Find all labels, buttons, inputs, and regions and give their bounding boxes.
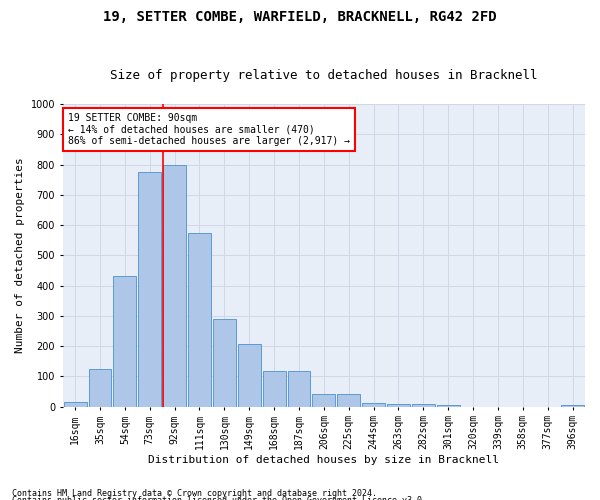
Bar — [238, 344, 260, 406]
Text: Contains HM Land Registry data © Crown copyright and database right 2024.: Contains HM Land Registry data © Crown c… — [12, 488, 377, 498]
Bar — [188, 232, 211, 406]
Text: 19, SETTER COMBE, WARFIELD, BRACKNELL, RG42 2FD: 19, SETTER COMBE, WARFIELD, BRACKNELL, R… — [103, 10, 497, 24]
Bar — [213, 319, 236, 406]
Bar — [263, 371, 286, 406]
Bar — [561, 405, 584, 406]
Bar — [64, 402, 86, 406]
Bar — [313, 394, 335, 406]
Bar — [362, 403, 385, 406]
Bar — [287, 371, 310, 406]
Bar — [337, 394, 360, 406]
Bar — [412, 404, 435, 406]
X-axis label: Distribution of detached houses by size in Bracknell: Distribution of detached houses by size … — [148, 455, 499, 465]
Y-axis label: Number of detached properties: Number of detached properties — [15, 158, 25, 353]
Text: Contains public sector information licensed under the Open Government Licence v3: Contains public sector information licen… — [12, 496, 427, 500]
Bar — [139, 172, 161, 406]
Bar — [89, 368, 112, 406]
Bar — [113, 276, 136, 406]
Bar — [163, 164, 186, 406]
Title: Size of property relative to detached houses in Bracknell: Size of property relative to detached ho… — [110, 69, 538, 82]
Text: 19 SETTER COMBE: 90sqm
← 14% of detached houses are smaller (470)
86% of semi-de: 19 SETTER COMBE: 90sqm ← 14% of detached… — [68, 113, 350, 146]
Bar — [387, 404, 410, 406]
